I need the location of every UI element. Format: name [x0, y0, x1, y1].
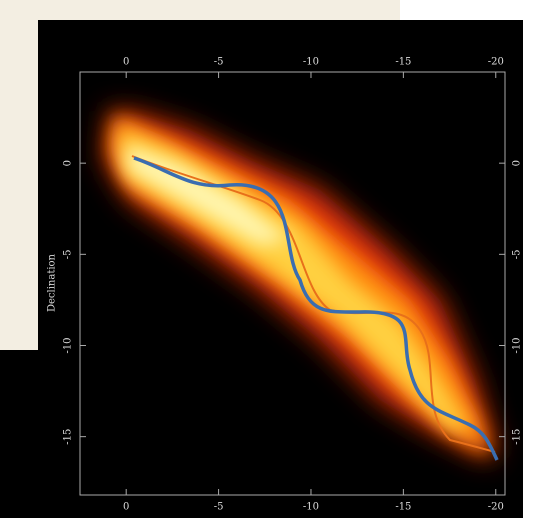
- y-tick-label: -10: [63, 337, 74, 353]
- y-tick-label: 0: [63, 160, 74, 166]
- y-tick-label: -10: [512, 337, 523, 353]
- x-tick-label: -5: [214, 57, 224, 68]
- image-panel-edge: [0, 350, 40, 518]
- x-tick-label: 0: [123, 57, 129, 68]
- x-tick-label: -10: [303, 57, 319, 68]
- figure: Declination 0 0 -5 -5 -10 -10 -15 -15 -20 -20 0 0 -5…: [0, 0, 547, 518]
- y-tick-label: 0: [512, 160, 523, 166]
- y-tick-label: -5: [63, 249, 74, 259]
- x-tick-label: -20: [488, 57, 504, 68]
- y-tick-label: -15: [512, 429, 523, 445]
- x-tick-label: -15: [395, 57, 411, 68]
- y-tick-label: -15: [63, 429, 74, 445]
- x-tick-label: -15: [395, 502, 411, 513]
- x-tick-label: 0: [123, 502, 129, 513]
- y-axis-label: Declination: [47, 253, 58, 312]
- x-tick-label: -5: [214, 502, 224, 513]
- x-tick-label: -10: [303, 502, 319, 513]
- x-tick-label: -20: [488, 502, 504, 513]
- y-tick-label: -5: [512, 249, 523, 259]
